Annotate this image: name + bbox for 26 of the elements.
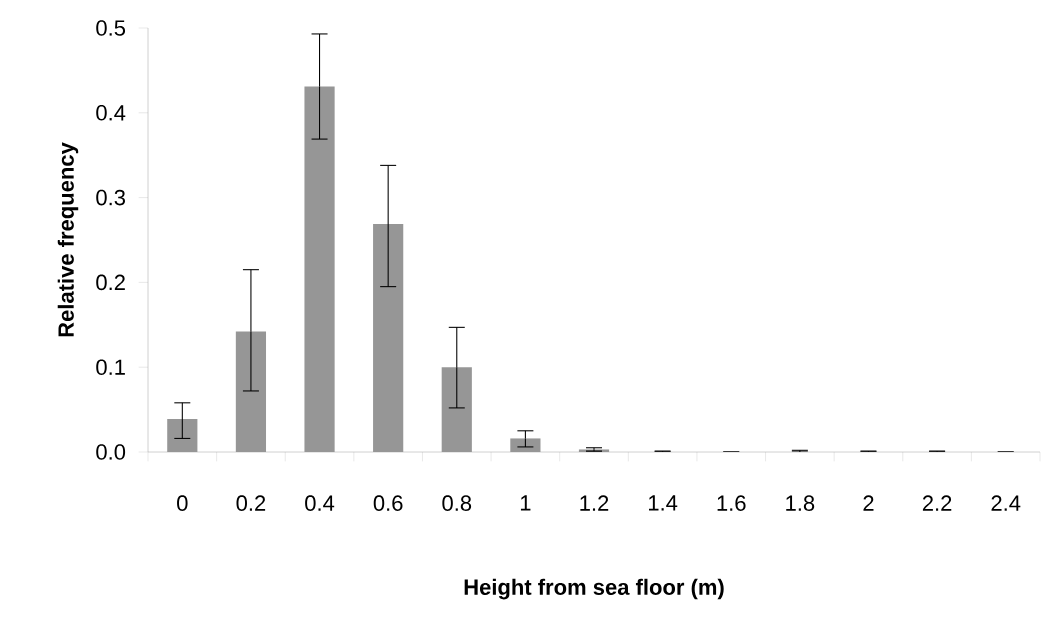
x-tick-label: 1.4	[649, 495, 678, 511]
x-tick-label: 0.2	[236, 495, 266, 511]
y-tick-label: 0.3	[96, 189, 125, 206]
x-tick-label: 1.6	[717, 495, 746, 511]
y-tick-label: 0.5	[96, 20, 126, 36]
bar	[510, 438, 541, 452]
y-tick-label: 0.4	[96, 105, 126, 121]
y-tick-label: 0.0	[96, 444, 126, 460]
bar	[304, 86, 335, 452]
x-axis-title: Height from sea floor (m)	[464, 578, 724, 600]
x-tick-label: 2	[863, 495, 874, 511]
y-tick-label: 0.2	[96, 274, 125, 291]
bar	[235, 331, 267, 452]
bar	[441, 367, 472, 452]
x-tick-label: 2.4	[991, 495, 1021, 511]
y-tick-label: 0.1	[96, 359, 125, 375]
y-axis-title: Relative frequency	[57, 142, 79, 337]
x-tick-label: 2.2	[922, 495, 952, 511]
x-tick-label: 0.8	[442, 495, 472, 511]
x-tick-label: 1.8	[786, 495, 815, 511]
x-tick-label: 0.4	[305, 495, 335, 511]
x-tick-label: 1.2	[580, 495, 609, 511]
x-tick-label: 0.6	[373, 495, 403, 511]
x-tick-label: 0	[177, 495, 188, 511]
x-tick-label: 1	[520, 495, 531, 511]
bar	[373, 223, 404, 452]
